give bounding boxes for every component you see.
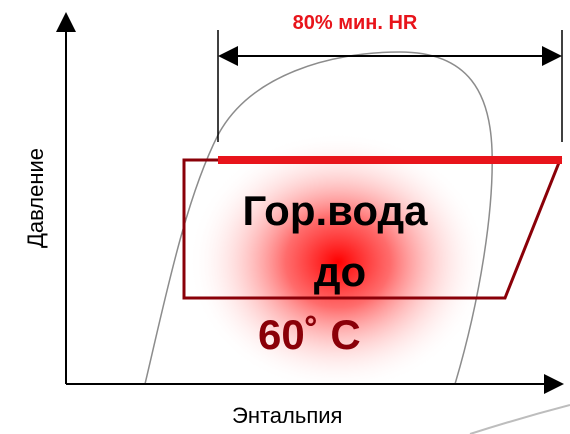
x-axis-label: Энтальпия <box>232 403 343 428</box>
heat-recovery-label: 80% мин. HR <box>292 12 418 34</box>
corner-swoosh <box>469 404 570 434</box>
heat-glow <box>188 132 488 392</box>
hot-water-label-line2: до <box>313 248 367 295</box>
hot-water-temperature: 60˚ C <box>258 311 361 358</box>
y-axis-label: Давление <box>23 147 48 249</box>
hot-water-label-line1: Гор.вода <box>242 187 428 234</box>
